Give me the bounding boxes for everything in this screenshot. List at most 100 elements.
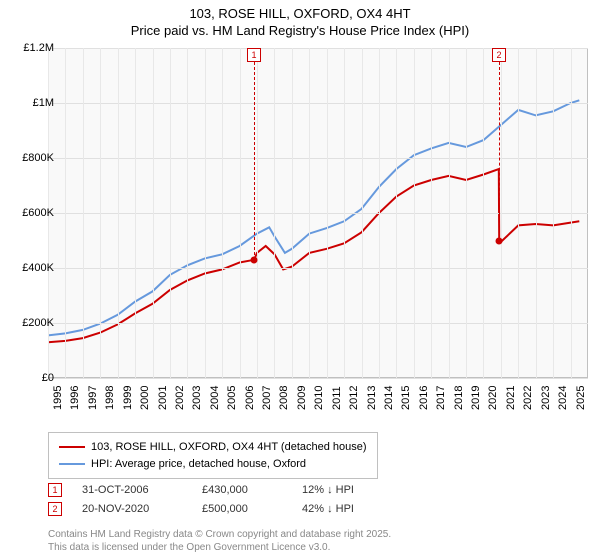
x-gridline xyxy=(135,48,136,378)
chart-container: 103, ROSE HILL, OXFORD, OX4 4HT Price pa… xyxy=(0,0,600,560)
gridline xyxy=(48,378,588,379)
x-gridline xyxy=(431,48,432,378)
x-axis-label: 2020 xyxy=(487,386,499,410)
sale-row: 1 31-OCT-2006 £430,000 12% ↓ HPI xyxy=(48,483,354,497)
footer-line1: Contains HM Land Registry data © Crown c… xyxy=(48,529,391,540)
x-gridline xyxy=(170,48,171,378)
legend-label: 103, ROSE HILL, OXFORD, OX4 4HT (detache… xyxy=(91,439,367,456)
x-axis-label: 1997 xyxy=(87,386,99,410)
x-axis-label: 2021 xyxy=(505,386,517,410)
x-axis-label: 1995 xyxy=(52,386,64,410)
sale-row: 2 20-NOV-2020 £500,000 42% ↓ HPI xyxy=(48,502,354,516)
x-axis-label: 1998 xyxy=(104,386,116,410)
marker-line xyxy=(254,62,255,260)
x-axis-label: 2004 xyxy=(209,386,221,410)
x-axis-label: 2010 xyxy=(313,386,325,410)
sale-events: 1 31-OCT-2006 £430,000 12% ↓ HPI 2 20-NOV-202… xyxy=(48,478,354,516)
x-gridline xyxy=(153,48,154,378)
x-gridline xyxy=(344,48,345,378)
x-gridline xyxy=(118,48,119,378)
x-gridline xyxy=(292,48,293,378)
x-axis-label: 2006 xyxy=(244,386,256,410)
sale-price: £430,000 xyxy=(202,484,282,496)
x-gridline xyxy=(362,48,363,378)
legend-item: 103, ROSE HILL, OXFORD, OX4 4HT (detache… xyxy=(59,439,367,456)
plot-area: 12 xyxy=(48,48,588,378)
x-gridline xyxy=(396,48,397,378)
x-axis-label: 2002 xyxy=(174,386,186,410)
sale-date: 31-OCT-2006 xyxy=(82,484,182,496)
legend-item: HPI: Average price, detached house, Oxfo… xyxy=(59,456,367,473)
chart-title: 103, ROSE HILL, OXFORD, OX4 4HT Price pa… xyxy=(0,0,600,40)
gridline xyxy=(48,213,588,214)
x-gridline xyxy=(274,48,275,378)
y-axis-label: £600K xyxy=(22,207,54,219)
x-gridline xyxy=(466,48,467,378)
sale-badge: 1 xyxy=(48,483,62,497)
sale-delta: 42% ↓ HPI xyxy=(302,503,354,515)
x-axis-label: 2013 xyxy=(366,386,378,410)
x-axis-label: 2011 xyxy=(331,386,343,410)
x-gridline xyxy=(309,48,310,378)
x-gridline xyxy=(100,48,101,378)
y-axis-label: £1.2M xyxy=(23,42,54,54)
x-axis-label: 2007 xyxy=(261,386,273,410)
x-axis-label: 2009 xyxy=(296,386,308,410)
x-axis-label: 2001 xyxy=(157,386,169,410)
marker-badge: 1 xyxy=(247,48,261,62)
x-gridline xyxy=(187,48,188,378)
gridline xyxy=(48,158,588,159)
title-line2: Price paid vs. HM Land Registry's House … xyxy=(131,23,469,38)
x-gridline xyxy=(327,48,328,378)
x-gridline xyxy=(571,48,572,378)
gridline xyxy=(48,48,588,49)
x-axis-label: 2012 xyxy=(348,386,360,410)
legend: 103, ROSE HILL, OXFORD, OX4 4HT (detache… xyxy=(48,432,378,479)
y-axis-label: £0 xyxy=(42,372,54,384)
gridline xyxy=(48,103,588,104)
x-gridline xyxy=(379,48,380,378)
x-gridline xyxy=(222,48,223,378)
x-axis-label: 2025 xyxy=(575,386,587,410)
footer-line2: This data is licensed under the Open Gov… xyxy=(48,542,330,553)
x-axis-label: 2015 xyxy=(400,386,412,410)
y-axis-label: £200K xyxy=(22,317,54,329)
title-line1: 103, ROSE HILL, OXFORD, OX4 4HT xyxy=(189,6,410,21)
x-axis-label: 2022 xyxy=(522,386,534,410)
x-gridline xyxy=(483,48,484,378)
y-axis-label: £400K xyxy=(22,262,54,274)
sale-delta: 12% ↓ HPI xyxy=(302,484,354,496)
x-axis-label: 2005 xyxy=(226,386,238,410)
x-axis-label: 2017 xyxy=(435,386,447,410)
x-axis-label: 2024 xyxy=(557,386,569,410)
x-gridline xyxy=(501,48,502,378)
x-axis-label: 2019 xyxy=(470,386,482,410)
sale-badge: 2 xyxy=(48,502,62,516)
y-axis-label: £1M xyxy=(33,97,54,109)
x-axis-label: 1996 xyxy=(69,386,81,410)
marker-dot xyxy=(251,256,258,263)
x-gridline xyxy=(205,48,206,378)
x-gridline xyxy=(240,48,241,378)
y-axis-label: £800K xyxy=(22,152,54,164)
gridline xyxy=(48,323,588,324)
x-gridline xyxy=(65,48,66,378)
x-axis-label: 2016 xyxy=(418,386,430,410)
legend-swatch xyxy=(59,463,85,465)
sale-date: 20-NOV-2020 xyxy=(82,503,182,515)
x-gridline xyxy=(553,48,554,378)
footer-attribution: Contains HM Land Registry data © Crown c… xyxy=(48,529,391,554)
marker-badge: 2 xyxy=(492,48,506,62)
x-gridline xyxy=(83,48,84,378)
x-gridline xyxy=(257,48,258,378)
x-axis-label: 1999 xyxy=(122,386,134,410)
marker-dot xyxy=(495,237,502,244)
x-gridline xyxy=(414,48,415,378)
x-axis-label: 2008 xyxy=(278,386,290,410)
x-gridline xyxy=(518,48,519,378)
x-axis-label: 2023 xyxy=(540,386,552,410)
gridline xyxy=(48,268,588,269)
x-axis-label: 2000 xyxy=(139,386,151,410)
sale-price: £500,000 xyxy=(202,503,282,515)
x-axis-label: 2003 xyxy=(191,386,203,410)
